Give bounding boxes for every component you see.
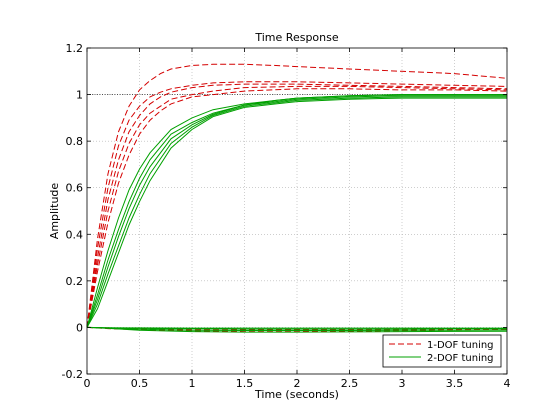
series-line-2dof-disturbance-15	[86, 326, 508, 331]
series-line-2dof-disturbance-17	[86, 326, 507, 329]
series-line-1dof-response-2	[86, 81, 508, 328]
y-tick-label: 0	[76, 321, 83, 334]
series-line-2dof-disturbance-14	[86, 326, 508, 333]
grid	[87, 48, 507, 374]
series-line-1dof-response-3	[86, 83, 508, 328]
y-tick-label: 1	[76, 89, 83, 102]
legend: 1-DOF tuning 2-DOF tuning	[382, 334, 502, 368]
series-line-2dof-response-7	[86, 94, 507, 328]
y-tick-label: -0.2	[62, 368, 83, 381]
x-tick-label: 0.5	[131, 377, 149, 390]
x-tick-label: 0	[84, 377, 91, 390]
series-line-2dof-response-9	[86, 96, 507, 328]
y-tick-label: 0.4	[66, 228, 84, 241]
y-axis-title: Amplitude	[48, 183, 61, 240]
legend-label-1dof: 1-DOF tuning	[427, 340, 494, 351]
y-tick-label: 1.2	[66, 42, 84, 55]
x-tick-label: 1.5	[236, 377, 254, 390]
x-tick-label: 1	[189, 377, 196, 390]
axis-ticks: 0 0.5 1 1.5 2 2.5 3 3.5 4-0.200.20.40.60.811.2	[62, 42, 511, 390]
y-tick-label: 0.2	[66, 275, 84, 288]
legend-label-2dof: 2-DOF tuning	[427, 353, 494, 364]
x-axis-title: Time (seconds)	[254, 388, 339, 401]
x-tick-label: 2	[294, 377, 301, 390]
legend-box	[382, 334, 502, 368]
series-line-2dof-response-8	[86, 95, 507, 328]
y-tick-label: 0.6	[66, 182, 84, 195]
y-tick-label: 0.8	[66, 135, 84, 148]
series-line-2dof-response-10	[86, 97, 507, 328]
x-tick-label: 3.5	[446, 377, 464, 390]
x-tick-label: 2.5	[341, 377, 359, 390]
x-tick-label: 3	[399, 377, 406, 390]
series-line-1dof-response-1	[86, 63, 508, 328]
series-line-1dof-response-5	[86, 88, 508, 328]
x-tick-label: 4	[504, 377, 511, 390]
series-layer	[86, 63, 508, 333]
chart-title: Time Response	[254, 31, 338, 44]
series-line-1dof-response-4	[86, 85, 508, 328]
